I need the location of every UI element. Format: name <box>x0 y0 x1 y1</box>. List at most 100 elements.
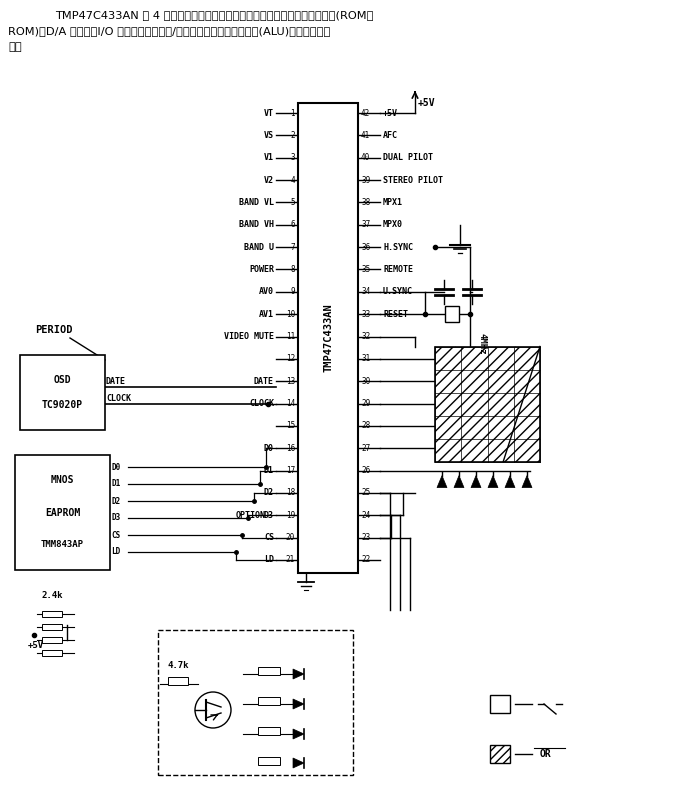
Text: DATE: DATE <box>106 377 126 386</box>
Text: 28: 28 <box>361 421 370 430</box>
Text: 1: 1 <box>290 109 295 117</box>
Text: BAND VH: BAND VH <box>239 220 274 229</box>
Bar <box>258 727 280 735</box>
Bar <box>42 611 62 617</box>
Text: 4.7k: 4.7k <box>168 660 189 670</box>
Text: D1: D1 <box>264 466 274 475</box>
Text: STEREO PILOT: STEREO PILOT <box>383 176 443 185</box>
Text: 26: 26 <box>361 466 370 475</box>
Text: TC9020P: TC9020P <box>42 399 83 410</box>
Text: CS: CS <box>111 531 120 539</box>
Text: 23: 23 <box>361 533 370 542</box>
Text: AV1: AV1 <box>259 309 274 318</box>
Text: V2: V2 <box>264 176 274 185</box>
Text: 成。: 成。 <box>8 42 22 52</box>
Text: 3: 3 <box>290 153 295 162</box>
Polygon shape <box>454 475 464 488</box>
Polygon shape <box>505 475 515 488</box>
Text: TMM843AP: TMM843AP <box>41 540 84 549</box>
Text: V1: V1 <box>264 153 274 162</box>
Bar <box>42 637 62 643</box>
Text: D0: D0 <box>111 463 120 471</box>
Text: OR: OR <box>540 749 552 759</box>
Text: 4MHz: 4MHz <box>477 334 487 355</box>
Text: REMOTE: REMOTE <box>383 265 413 274</box>
Text: MNOS: MNOS <box>51 475 75 485</box>
Polygon shape <box>471 475 481 488</box>
Text: D2: D2 <box>111 497 120 505</box>
Text: 40: 40 <box>361 153 370 162</box>
Bar <box>20 355 105 430</box>
Polygon shape <box>293 669 304 679</box>
Text: D2: D2 <box>264 488 274 497</box>
Bar <box>490 695 510 713</box>
Text: 20: 20 <box>285 533 295 542</box>
Text: 21: 21 <box>285 556 295 565</box>
Bar <box>435 347 540 462</box>
Bar <box>168 677 188 685</box>
Text: 31: 31 <box>361 354 370 364</box>
Text: 34: 34 <box>361 288 370 296</box>
Text: POWER: POWER <box>249 265 274 274</box>
Text: TMP47C433AN: TMP47C433AN <box>323 304 333 373</box>
Bar <box>258 667 280 675</box>
Text: VT: VT <box>264 109 274 117</box>
Text: 2: 2 <box>290 131 295 140</box>
Text: RESET: RESET <box>383 309 408 318</box>
Text: 32: 32 <box>361 332 370 341</box>
Text: 7: 7 <box>290 243 295 252</box>
Text: +5V: +5V <box>383 109 398 117</box>
Text: MPX1: MPX1 <box>383 198 403 207</box>
Text: AFC: AFC <box>383 131 398 140</box>
Text: 39: 39 <box>361 176 370 185</box>
Text: PERIOD: PERIOD <box>35 325 73 335</box>
Text: 36: 36 <box>361 243 370 252</box>
Text: CLOCK: CLOCK <box>106 394 131 403</box>
Text: 8: 8 <box>290 265 295 274</box>
Text: 6: 6 <box>290 220 295 229</box>
Bar <box>258 757 280 765</box>
Text: 14: 14 <box>285 399 295 408</box>
Text: D0: D0 <box>264 444 274 453</box>
Text: 33: 33 <box>361 309 370 318</box>
Text: 38: 38 <box>361 198 370 207</box>
Text: TMP47C433AN 是 4 位微处理器，适用于电视机遥控系统。内部电路由存储器(ROM、: TMP47C433AN 是 4 位微处理器，适用于电视机遥控系统。内部电路由存储… <box>55 10 374 20</box>
Text: 17: 17 <box>285 466 295 475</box>
Text: 25: 25 <box>361 488 370 497</box>
Text: AV0: AV0 <box>259 288 274 296</box>
Text: 41: 41 <box>361 131 370 140</box>
Text: 2.4k: 2.4k <box>42 590 64 599</box>
Text: U.SYNC: U.SYNC <box>383 288 413 296</box>
Text: ROM)、D/A 转换器、I/O 接口、内部计时器/计数器、算术逻辑运算单元(ALU)和译码器等组: ROM)、D/A 转换器、I/O 接口、内部计时器/计数器、算术逻辑运算单元(A… <box>8 26 330 36</box>
Text: 15: 15 <box>285 421 295 430</box>
Text: VIDEO MUTE: VIDEO MUTE <box>224 332 274 341</box>
Bar <box>490 745 510 763</box>
Bar <box>258 697 280 705</box>
Text: DUAL PILOT: DUAL PILOT <box>383 153 433 162</box>
Text: BAND VL: BAND VL <box>239 198 274 207</box>
Polygon shape <box>488 475 498 488</box>
Text: 22: 22 <box>361 556 370 565</box>
Text: OSD: OSD <box>54 375 71 385</box>
Text: EAPROM: EAPROM <box>45 508 80 518</box>
Text: 13: 13 <box>285 377 295 386</box>
Text: 9: 9 <box>290 288 295 296</box>
Text: 30: 30 <box>361 377 370 386</box>
Text: MPX0: MPX0 <box>383 220 403 229</box>
Bar <box>298 103 358 573</box>
Text: 19: 19 <box>285 511 295 520</box>
Text: 4: 4 <box>290 176 295 185</box>
Text: 29: 29 <box>361 399 370 408</box>
Text: BAND U: BAND U <box>244 243 274 252</box>
Text: H.SYNC: H.SYNC <box>383 243 413 252</box>
Text: 10: 10 <box>285 309 295 318</box>
Polygon shape <box>293 758 304 768</box>
Text: 18: 18 <box>285 488 295 497</box>
Text: 42: 42 <box>361 109 370 117</box>
Text: 24: 24 <box>361 511 370 520</box>
Text: DATE: DATE <box>254 377 274 386</box>
Text: 37: 37 <box>361 220 370 229</box>
Text: +5V: +5V <box>418 98 436 108</box>
Text: LD: LD <box>264 556 274 565</box>
Text: 16: 16 <box>285 444 295 453</box>
